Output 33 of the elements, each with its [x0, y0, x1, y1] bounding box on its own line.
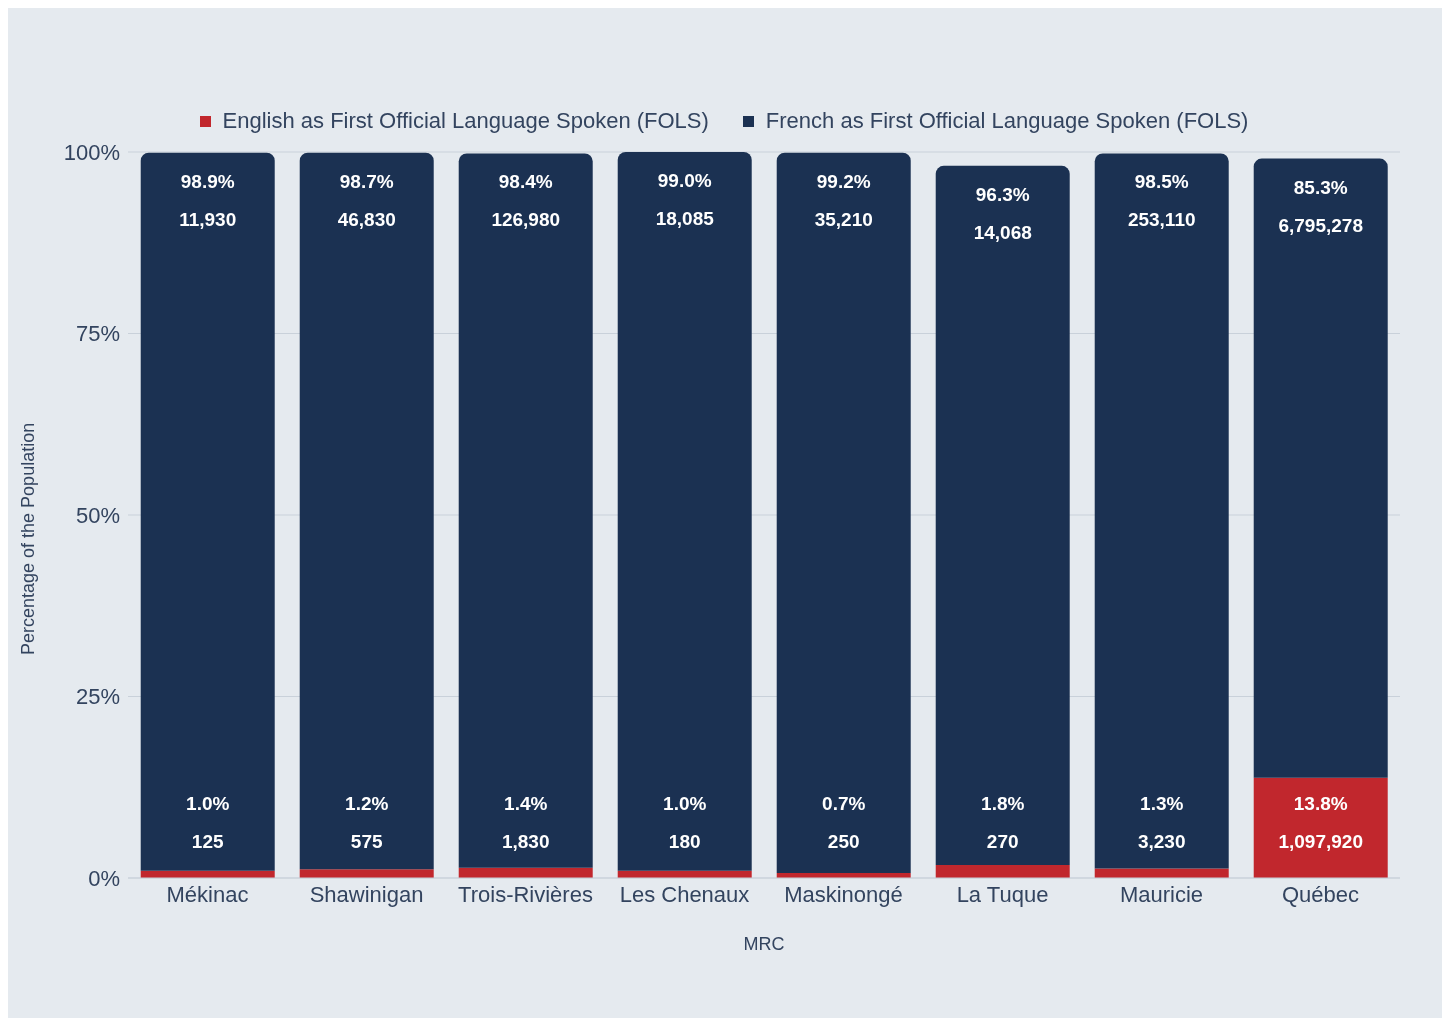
x-tick-label: Maskinongé: [784, 881, 903, 907]
data-label: 99.2% 35,210: [814, 170, 873, 230]
x-tick-label: Les Chenaux: [619, 881, 750, 907]
data-label: 98.9% 11,930: [179, 170, 237, 230]
data-label: 98.7% 46,830: [337, 170, 396, 230]
data-label: 1.4% 1,830: [501, 793, 550, 852]
x-tick-label: Mékinac: [166, 881, 249, 907]
data-label: 1.3% 3,230: [1137, 793, 1186, 852]
y-axis-title: Percentage of the Population: [18, 422, 39, 655]
data-label: 1.8% 270: [981, 793, 1025, 852]
legend-label: English as First Official Language Spoken (FOLS): [222, 108, 709, 134]
y-tick-label: 100%: [63, 139, 120, 165]
y-tick-label: 75%: [75, 321, 120, 347]
data-label: 1.0% 180: [663, 793, 707, 852]
y-tick-label: 25%: [75, 684, 120, 710]
y-tick-label: 0%: [88, 865, 120, 891]
y-tick-label: 50%: [75, 502, 120, 528]
data-label: 13.8% 1,097,920: [1278, 793, 1363, 852]
x-tick-label: Mauricie: [1119, 881, 1204, 907]
x-tick-label: Trois-Rivières: [458, 881, 593, 907]
data-label: 96.3% 14,068: [973, 183, 1032, 243]
data-label: 0.7% 250: [822, 793, 866, 852]
x-tick-label: La Tuque: [956, 881, 1049, 907]
data-label: 1.2% 575: [345, 793, 389, 852]
data-label: 85.3% 6,795,278: [1278, 176, 1363, 236]
data-label: 1.0% 125: [186, 793, 230, 852]
x-tick-label: Shawinigan: [309, 881, 424, 907]
data-label: 99.0% 18,085: [655, 170, 715, 229]
x-tick-label: Québec: [1281, 881, 1360, 907]
legend-label: French as First Official Language Spoken (FOLS): [765, 108, 1249, 134]
x-axis-title: MRC: [743, 934, 785, 954]
data-label: 98.5% 253,110: [1127, 171, 1196, 231]
data-label: 98.4% 126,980: [491, 171, 561, 231]
